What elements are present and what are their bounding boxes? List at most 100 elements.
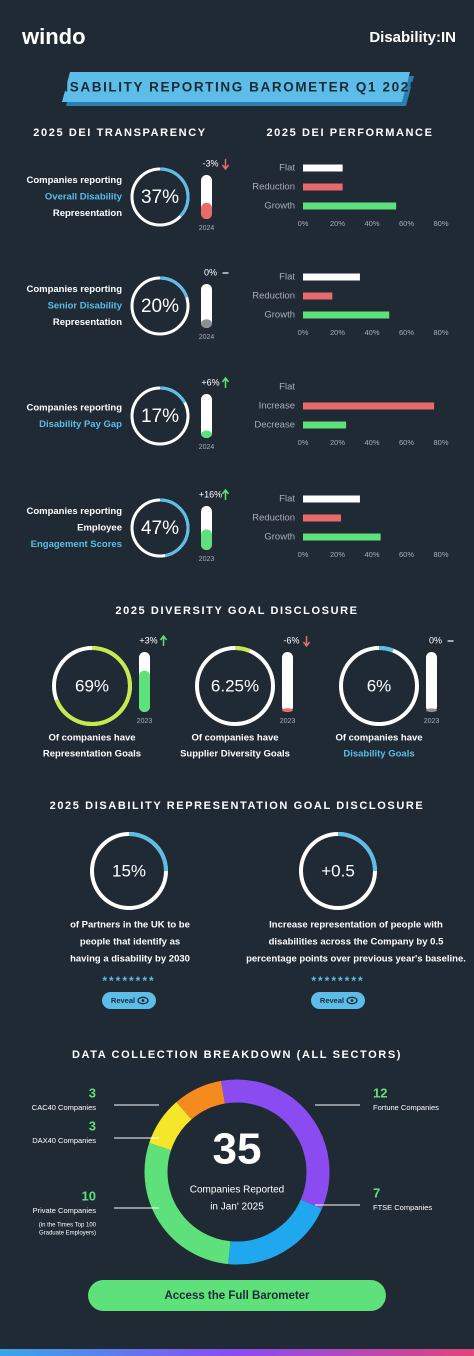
bar-category: Flat <box>279 382 295 393</box>
segment-label: DAX40 Companies <box>32 1136 96 1145</box>
bar-category: Growth <box>264 310 295 321</box>
segment-label: CAC40 Companies <box>32 1103 96 1112</box>
x-tick-label: 60% <box>399 550 414 559</box>
year: 2024 <box>199 225 215 232</box>
x-tick-label: 80% <box>433 219 448 228</box>
caption-line: Companies reporting <box>26 506 122 517</box>
bar <box>303 514 341 522</box>
donut-segment <box>176 1080 226 1120</box>
cta-label[interactable]: Access the Full Barometer <box>164 1290 310 1302</box>
arrow-up <box>159 634 168 646</box>
ring-value: 17% <box>141 406 179 427</box>
year: 2024 <box>199 334 215 341</box>
ring-value: 15% <box>112 861 146 880</box>
bar-category: Flat <box>279 494 295 505</box>
gauge-fill <box>139 670 150 712</box>
ring-value: 47% <box>141 518 179 539</box>
donut-segment <box>149 1102 192 1151</box>
eye-icon[interactable] <box>346 996 358 1005</box>
ring-arc <box>130 167 190 227</box>
gauge-track <box>201 284 212 328</box>
ring-value: 20% <box>141 296 179 317</box>
reveal-button[interactable] <box>311 992 365 1009</box>
year: 2023 <box>280 718 296 725</box>
caption-line: Disability Goals <box>343 749 414 760</box>
change-label: +3% <box>139 635 157 645</box>
year: 2023 <box>424 718 440 725</box>
change-label: 0% <box>204 267 217 277</box>
bar <box>303 183 343 191</box>
bar <box>303 202 397 210</box>
ring-value: +0.5 <box>321 861 355 880</box>
ring-value: 69% <box>75 676 109 695</box>
eye-icon[interactable] <box>137 996 149 1005</box>
bar <box>303 533 381 541</box>
bar <box>303 311 390 319</box>
ring-arc <box>130 386 190 446</box>
reveal-label[interactable]: Reveal <box>111 996 135 1005</box>
x-tick-label: 20% <box>330 219 345 228</box>
bar <box>303 164 343 172</box>
total-caption: in Jan' 2025 <box>210 1202 264 1213</box>
mask: ******** <box>102 974 155 988</box>
x-tick-label: 0% <box>298 219 309 228</box>
ring-value: 6% <box>367 676 392 695</box>
caption-line: Representation Goals <box>43 749 141 760</box>
bottom-stripe <box>0 1349 474 1356</box>
x-tick-label: 60% <box>399 438 414 447</box>
segment-value: 7 <box>373 1185 380 1200</box>
bar <box>303 402 435 410</box>
gauge-fill <box>201 202 212 219</box>
caption-line: Companies reporting <box>26 175 122 186</box>
bar <box>303 292 333 300</box>
change-label: +16% <box>199 489 222 499</box>
reveal-label[interactable]: Reveal <box>320 996 344 1005</box>
caption-line: Of companies have <box>191 733 278 744</box>
year: 2023 <box>137 718 153 725</box>
change-label: -6% <box>283 635 299 645</box>
ring-accent <box>299 832 377 910</box>
ring-accent <box>90 832 168 910</box>
eye-pupil[interactable] <box>350 999 354 1002</box>
x-tick-label: 40% <box>364 328 379 337</box>
brand: windo <box>21 24 86 49</box>
gauge-fill <box>282 708 293 712</box>
caption-line: Supplier Diversity Goals <box>180 749 290 760</box>
gauge-track <box>282 652 293 712</box>
x-tick-label: 80% <box>433 328 448 337</box>
caption-line: people that identify as <box>80 937 180 948</box>
x-tick-label: 20% <box>330 550 345 559</box>
bar-category: Growth <box>264 201 295 212</box>
bar <box>303 273 360 281</box>
x-tick-label: 20% <box>330 328 345 337</box>
ring-arc <box>130 276 190 336</box>
segment-value: 12 <box>373 1085 387 1100</box>
donut-segment <box>144 1142 231 1265</box>
bar-category: Growth <box>264 532 295 543</box>
section-heading: 2025 DEI PERFORMANCE <box>266 127 433 139</box>
x-tick-label: 80% <box>433 550 448 559</box>
reveal-button[interactable] <box>102 992 156 1009</box>
caption-line: of Partners in the UK to be <box>70 920 190 931</box>
year: 2024 <box>199 444 215 451</box>
caption-line: Increase representation of people with <box>269 920 443 931</box>
bar-category: Flat <box>279 163 295 174</box>
caption-line: Senior Disability <box>48 301 123 312</box>
caption-line: Companies reporting <box>26 402 122 413</box>
arrow-down <box>302 636 311 648</box>
bar <box>303 421 347 429</box>
arrow-up <box>221 488 230 500</box>
donut-segment <box>220 1079 330 1209</box>
bar-category: Reduction <box>252 513 295 524</box>
bar-category: Flat <box>279 272 295 283</box>
caption-line: Engagement Scores <box>31 539 122 550</box>
ring-arc <box>130 498 190 558</box>
caption-line: Overall Disability <box>45 192 123 203</box>
x-tick-label: 60% <box>399 219 414 228</box>
cta-button[interactable] <box>88 1280 386 1311</box>
eye-pupil[interactable] <box>141 999 145 1002</box>
ring-arc <box>195 646 275 726</box>
donut-segment <box>228 1199 322 1265</box>
section-heading: 2025 DISABILITY REPRESENTATION GOAL DISC… <box>50 800 425 812</box>
